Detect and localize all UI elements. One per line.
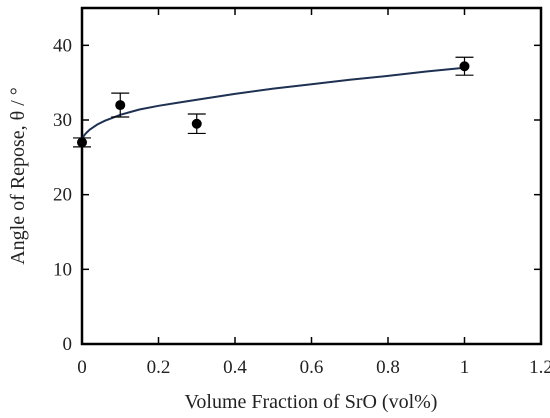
y-axis-ticks bbox=[82, 44, 541, 345]
error-bars bbox=[73, 56, 474, 148]
x-tick-label: 0.6 bbox=[300, 357, 324, 378]
y-axis-tick-labels: 0 10 20 30 40 bbox=[53, 35, 72, 355]
data-point bbox=[191, 118, 202, 129]
x-tick-label: 1 bbox=[460, 357, 470, 378]
x-axis-tick-labels: 0 0.2 0.4 0.6 0.8 1 1.2 bbox=[77, 357, 550, 378]
y-tick-label: 10 bbox=[53, 259, 72, 280]
x-tick-label: 0.2 bbox=[147, 357, 171, 378]
x-tick-label: 0.4 bbox=[223, 357, 247, 378]
x-tick-label: 1.2 bbox=[529, 357, 550, 378]
fit-curve bbox=[81, 66, 465, 142]
y-tick-label: 20 bbox=[53, 185, 72, 206]
y-tick-label: 30 bbox=[53, 110, 72, 131]
y-tick-label: 40 bbox=[53, 35, 72, 56]
data-points bbox=[77, 61, 470, 148]
y-axis-label: Angle of Repose, θ / ° bbox=[7, 87, 29, 265]
x-axis-label: Volume Fraction of SrO (vol%) bbox=[185, 391, 438, 413]
x-tick-label: 0.8 bbox=[376, 357, 400, 378]
x-tick-label: 0 bbox=[77, 357, 87, 378]
data-point bbox=[77, 137, 87, 148]
y-tick-label: 0 bbox=[63, 334, 73, 355]
x-axis-ticks bbox=[81, 8, 542, 344]
data-point bbox=[459, 61, 470, 72]
data-point bbox=[115, 100, 126, 111]
plot-frame bbox=[80, 6, 543, 346]
